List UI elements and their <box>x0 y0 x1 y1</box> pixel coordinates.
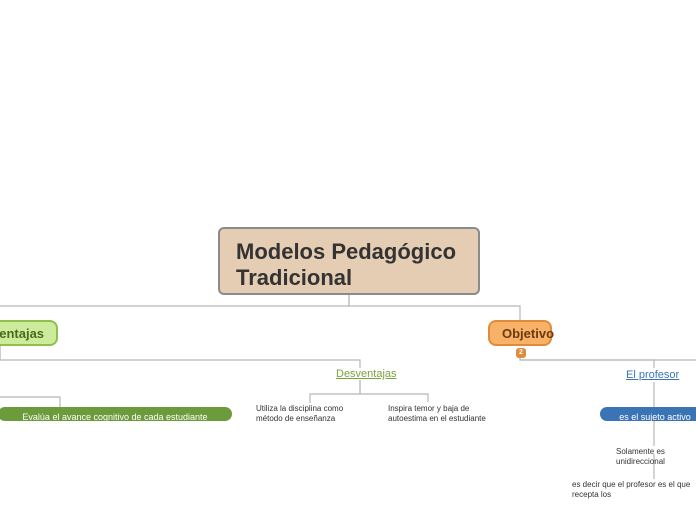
uni-text: Solamente es unidireccional <box>616 447 665 466</box>
sub-desventajas[interactable]: Desventajas <box>336 368 397 380</box>
leaf-temor: Inspira temor y baja de autoestima en el… <box>388 404 488 425</box>
sub-profesor[interactable]: El profesor <box>626 369 679 381</box>
leaf-evalua[interactable]: Evalúa el avance cognitivo de cada estud… <box>0 407 232 421</box>
leaf-disciplina: Utiliza la disciplina como método de ens… <box>256 404 366 425</box>
objetivo-label: Objetivo <box>502 326 554 341</box>
root-title: Modelos Pedagógico Tradicional <box>236 239 456 290</box>
disciplina-text: Utiliza la disciplina como método de ens… <box>256 404 343 423</box>
badge-count: 2 <box>519 349 523 356</box>
branch-ventajas[interactable]: ventajas <box>0 320 58 346</box>
desventajas-label: Desventajas <box>336 368 397 380</box>
leaf-unidireccional: Solamente es unidireccional <box>616 447 696 468</box>
profesor-label: El profesor <box>626 369 679 381</box>
recepta-text: es decir que el profesor es el que recep… <box>572 480 690 499</box>
leaf-recepta: es decir que el profesor es el que recep… <box>572 480 696 501</box>
evalua-label: Evalúa el avance cognitivo de cada estud… <box>22 412 207 422</box>
sujeto-label: es el sujeto activo <box>619 412 691 422</box>
mindmap-canvas: Modelos Pedagógico Tradicional ventajas … <box>0 0 696 520</box>
ventajas-label: ventajas <box>0 326 44 341</box>
branch-objetivo[interactable]: Objetivo <box>488 320 552 346</box>
leaf-sujeto[interactable]: es el sujeto activo <box>600 407 696 421</box>
temor-text: Inspira temor y baja de autoestima en el… <box>388 404 486 423</box>
objetivo-badge[interactable]: 2 <box>516 348 526 358</box>
root-node[interactable]: Modelos Pedagógico Tradicional <box>218 227 480 295</box>
